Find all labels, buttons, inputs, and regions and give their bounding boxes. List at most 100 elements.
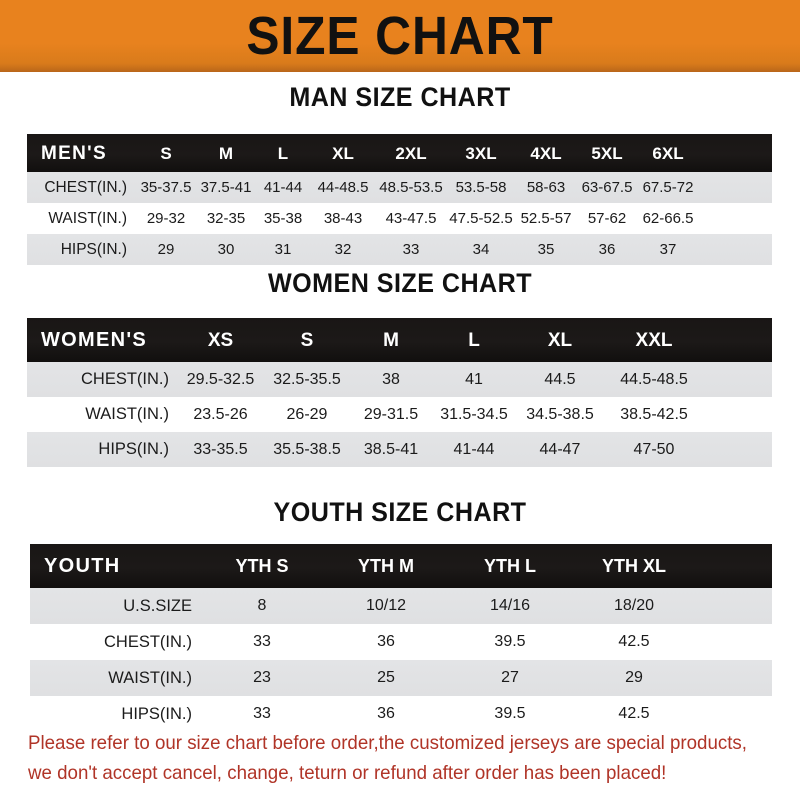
table-cell: 63-67.5 [581, 179, 633, 196]
column-header-l: L [277, 143, 289, 163]
row-label: WAIST(IN.) [48, 209, 127, 227]
table-cell: 53.5-58 [455, 179, 507, 196]
table-youth: YOUTH YTH S YTH M YTH L YTH XL U.S.SIZE 8 10/12… [30, 544, 772, 732]
row-label: WAIST(IN.) [108, 668, 192, 687]
column-header-xl: XL [332, 143, 354, 163]
table-cell: 38 [382, 370, 400, 388]
table-cell: 10/12 [365, 597, 407, 614]
table-cell: 34 [472, 241, 490, 258]
table-cell: 29.5-32.5 [186, 370, 255, 388]
table-cell: 34.5-38.5 [526, 405, 594, 423]
note-line-2: we don't accept cancel, change, teturn o… [28, 762, 667, 784]
table-cell: 48.5-53.5 [379, 179, 443, 196]
row-label: U.S.SIZE [123, 596, 192, 615]
table-header-row: MEN'S S M L XL 2XL 3XL 4XL 5XL 6XL [27, 134, 772, 172]
table-row: U.S.SIZE 8 10/12 14/16 18/20 [30, 588, 772, 624]
table-cell: 44.5-48.5 [620, 370, 688, 388]
table-row: WAIST(IN.) 23.5-26 26-29 29-31.5 31.5-34.5 34… [27, 397, 772, 432]
table-cell: 29 [625, 669, 643, 686]
page-title: SIZE CHART [246, 6, 554, 66]
column-header-yth-m: YTH M [358, 556, 414, 576]
table-cell: 35 [537, 241, 555, 258]
section-title-man: MAN SIZE CHART [289, 82, 511, 112]
table-cell: 38.5-41 [363, 440, 419, 458]
table-header-label: WOMEN'S [41, 329, 148, 351]
table-row: WAIST(IN.) 29-32 32-35 35-38 38-43 43-47.5 47.… [27, 203, 772, 234]
row-label: CHEST(IN.) [44, 178, 127, 196]
table-cell: 33 [253, 705, 271, 722]
table-row: CHEST(IN.) 35-37.5 37.5-41 41-44 44-48.5 48.5… [27, 172, 772, 203]
table-cell: 67.5-72 [642, 179, 694, 196]
table-cell: 36 [598, 241, 616, 258]
table-cell: 29-31.5 [363, 405, 419, 423]
row-label: HIPS(IN.) [121, 704, 192, 723]
section-title-youth: YOUTH SIZE CHART [273, 497, 527, 527]
column-header-2xl: 2XL [395, 143, 427, 163]
table-cell: 35-37.5 [140, 179, 192, 196]
table-cell: 36 [377, 633, 395, 650]
column-header-m: M [218, 143, 234, 163]
table-cell: 30 [217, 241, 235, 258]
table-cell: 47.5-52.5 [449, 210, 513, 227]
table-cell: 31.5-34.5 [440, 405, 508, 423]
table-cell: 33-35.5 [193, 440, 248, 458]
table-cell: 8 [257, 597, 267, 614]
table-cell: 39.5 [494, 705, 526, 722]
table-cell: 36 [377, 705, 395, 722]
table-cell: 33 [402, 241, 420, 258]
table-row: HIPS(IN.) 33-35.5 35.5-38.5 38.5-41 41-44 44-… [27, 432, 772, 467]
order-policy-note: Please refer to our size chart before or… [28, 728, 758, 788]
table-cell: 62-66.5 [642, 210, 694, 227]
table-cell: 33 [253, 633, 271, 650]
table-cell: 57-62 [587, 210, 627, 227]
table-cell: 44.5 [544, 370, 576, 388]
table-cell: 32.5-35.5 [273, 370, 341, 388]
table-cell: 14/16 [489, 597, 531, 614]
table-women: WOMEN'S XS S M L XL XXL CHEST(IN.) 29.5-32.5 32.5… [27, 318, 772, 467]
column-header-3xl: 3XL [465, 143, 497, 163]
table-man: MEN'S S M L XL 2XL 3XL 4XL 5XL 6XL CHEST(IN.) 35-37… [27, 134, 772, 265]
column-header-m: M [383, 329, 399, 351]
table-row: CHEST(IN.) 33 36 39.5 42.5 [30, 624, 772, 660]
table-cell: 32-35 [206, 210, 246, 227]
table-cell: 31 [274, 241, 292, 258]
column-header-5xl: 5XL [591, 143, 623, 163]
table-header-row: WOMEN'S XS S M L XL XXL [27, 318, 772, 362]
table-header-row: YOUTH YTH S YTH M YTH L YTH XL [30, 544, 772, 588]
column-header-yth-l: YTH L [484, 556, 536, 576]
table-cell: 35.5-38.5 [273, 440, 341, 458]
table-cell: 41 [465, 370, 483, 388]
banner: SIZE CHART [0, 0, 800, 72]
section-title-women: WOMEN SIZE CHART [267, 268, 533, 298]
table-cell: 32 [334, 241, 352, 258]
table-row: WAIST(IN.) 23 25 27 29 [30, 660, 772, 696]
note-line-1: Please refer to our size chart before or… [28, 732, 747, 754]
table-cell: 29 [157, 241, 175, 258]
table-cell: 18/20 [613, 597, 655, 614]
table-cell: 44-48.5 [317, 179, 369, 196]
column-header-yth-s: YTH S [235, 556, 289, 576]
column-header-xxl: XXL [635, 329, 673, 351]
table-cell: 37.5-41 [200, 179, 252, 196]
table-cell: 35-38 [263, 210, 303, 227]
table-cell: 38-43 [323, 210, 363, 227]
table-cell: 29-32 [146, 210, 186, 227]
table-cell: 39.5 [494, 633, 526, 650]
row-label: WAIST(IN.) [85, 405, 169, 424]
column-header-s: S [300, 329, 314, 351]
table-cell: 58-63 [526, 179, 566, 196]
column-header-6xl: 6XL [652, 143, 684, 163]
column-header-yth-xl: YTH XL [601, 556, 666, 576]
table-cell: 42.5 [618, 705, 650, 722]
table-cell: 27 [501, 669, 519, 686]
row-label: CHEST(IN.) [104, 632, 192, 651]
table-header-label: YOUTH [44, 555, 121, 577]
table-cell: 26-29 [286, 405, 328, 423]
table-row: HIPS(IN.) 33 36 39.5 42.5 [30, 696, 772, 732]
row-label: CHEST(IN.) [81, 370, 169, 389]
table-header-label: MEN'S [41, 142, 107, 164]
column-header-xl: XL [547, 329, 573, 351]
table-cell: 44-47 [539, 440, 581, 458]
table-cell: 41-44 [263, 179, 303, 196]
